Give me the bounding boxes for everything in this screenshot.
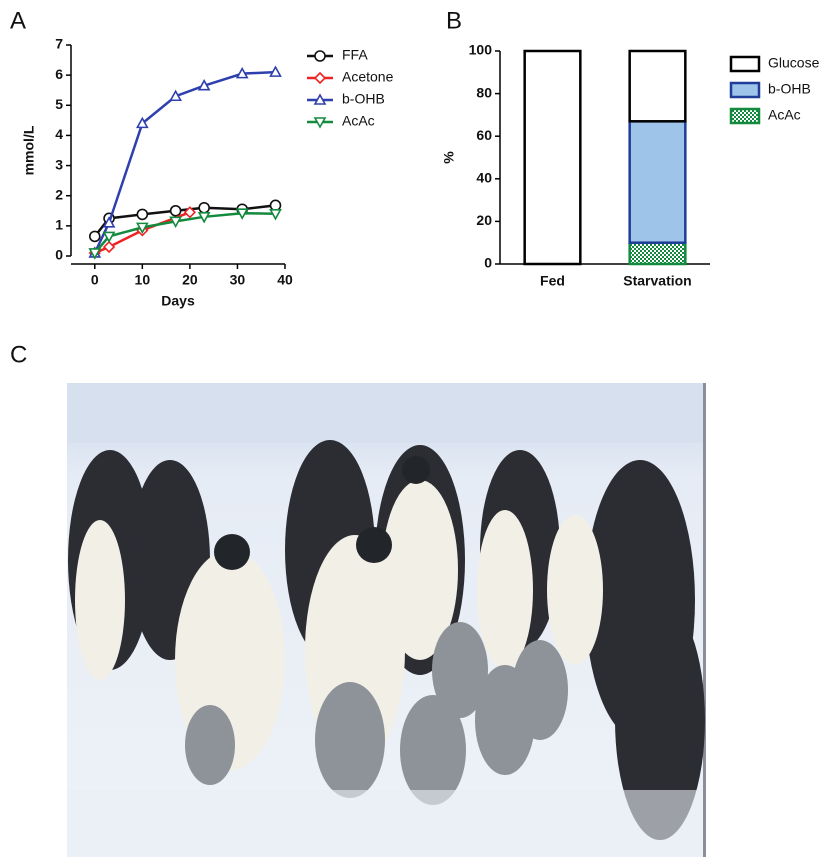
marker	[137, 209, 147, 219]
bar-segment	[525, 51, 581, 264]
bar-segment	[630, 51, 686, 121]
y-tick-label: 20	[476, 212, 492, 228]
x-tick-label: 40	[277, 272, 293, 288]
y-tick-label: 3	[55, 156, 63, 172]
y-tick-label: 0	[55, 247, 63, 263]
y-axis-label: %	[441, 151, 457, 164]
marker	[315, 73, 325, 83]
x-tick-label: 0	[91, 272, 99, 288]
y-tick-label: 0	[484, 255, 492, 271]
marker	[171, 206, 181, 216]
y-tick-label: 80	[476, 84, 492, 100]
page: {"chart_data": [ {"type": "line", "panel…	[0, 0, 832, 857]
figure: A B C 0 1 2 3 4 5 6 7 0 10 20 30 40 Days mmol/L FFA Acet…	[0, 0, 832, 857]
x-tick-label: 20	[182, 272, 198, 288]
legend-label: AcAc	[342, 113, 375, 129]
x-tick-label: 10	[135, 272, 151, 288]
y-tick-label: 7	[55, 36, 63, 52]
marker	[199, 203, 209, 213]
y-tick-label: 100	[469, 42, 493, 58]
legend-swatch	[731, 109, 759, 123]
y-tick-label: 40	[476, 170, 492, 186]
penguin-photo	[67, 383, 706, 857]
legend-label: Glucose	[768, 55, 820, 71]
y-tick-label: 4	[55, 126, 63, 142]
series-line	[95, 213, 276, 253]
marker	[104, 242, 114, 252]
bar-segment	[630, 243, 686, 264]
x-tick-label: Fed	[540, 273, 565, 289]
y-axis-label: mmol/L	[21, 125, 37, 175]
legend-label: b-OHB	[342, 91, 385, 107]
x-tick-label: 30	[230, 272, 246, 288]
legend-swatch	[731, 57, 759, 71]
legend-label: Acetone	[342, 69, 394, 85]
legend-swatch	[731, 83, 759, 97]
bar-segment	[630, 121, 686, 242]
legend-label: AcAc	[768, 107, 801, 123]
marker	[90, 231, 100, 241]
legend-label: b-OHB	[768, 81, 811, 97]
panel-label: A	[10, 7, 26, 34]
series-line	[95, 72, 276, 253]
marker	[270, 200, 280, 210]
y-tick-label: 1	[55, 217, 63, 233]
y-tick-label: 2	[55, 186, 63, 202]
x-axis-label: Days	[161, 293, 195, 309]
panel-label: C	[10, 341, 27, 368]
x-tick-label: Starvation	[623, 273, 691, 289]
y-tick-label: 6	[55, 66, 63, 82]
panel-label: B	[446, 7, 462, 34]
marker	[315, 51, 325, 61]
y-tick-label: 5	[55, 96, 63, 112]
y-tick-label: 60	[476, 127, 492, 143]
legend-label: FFA	[342, 47, 368, 63]
